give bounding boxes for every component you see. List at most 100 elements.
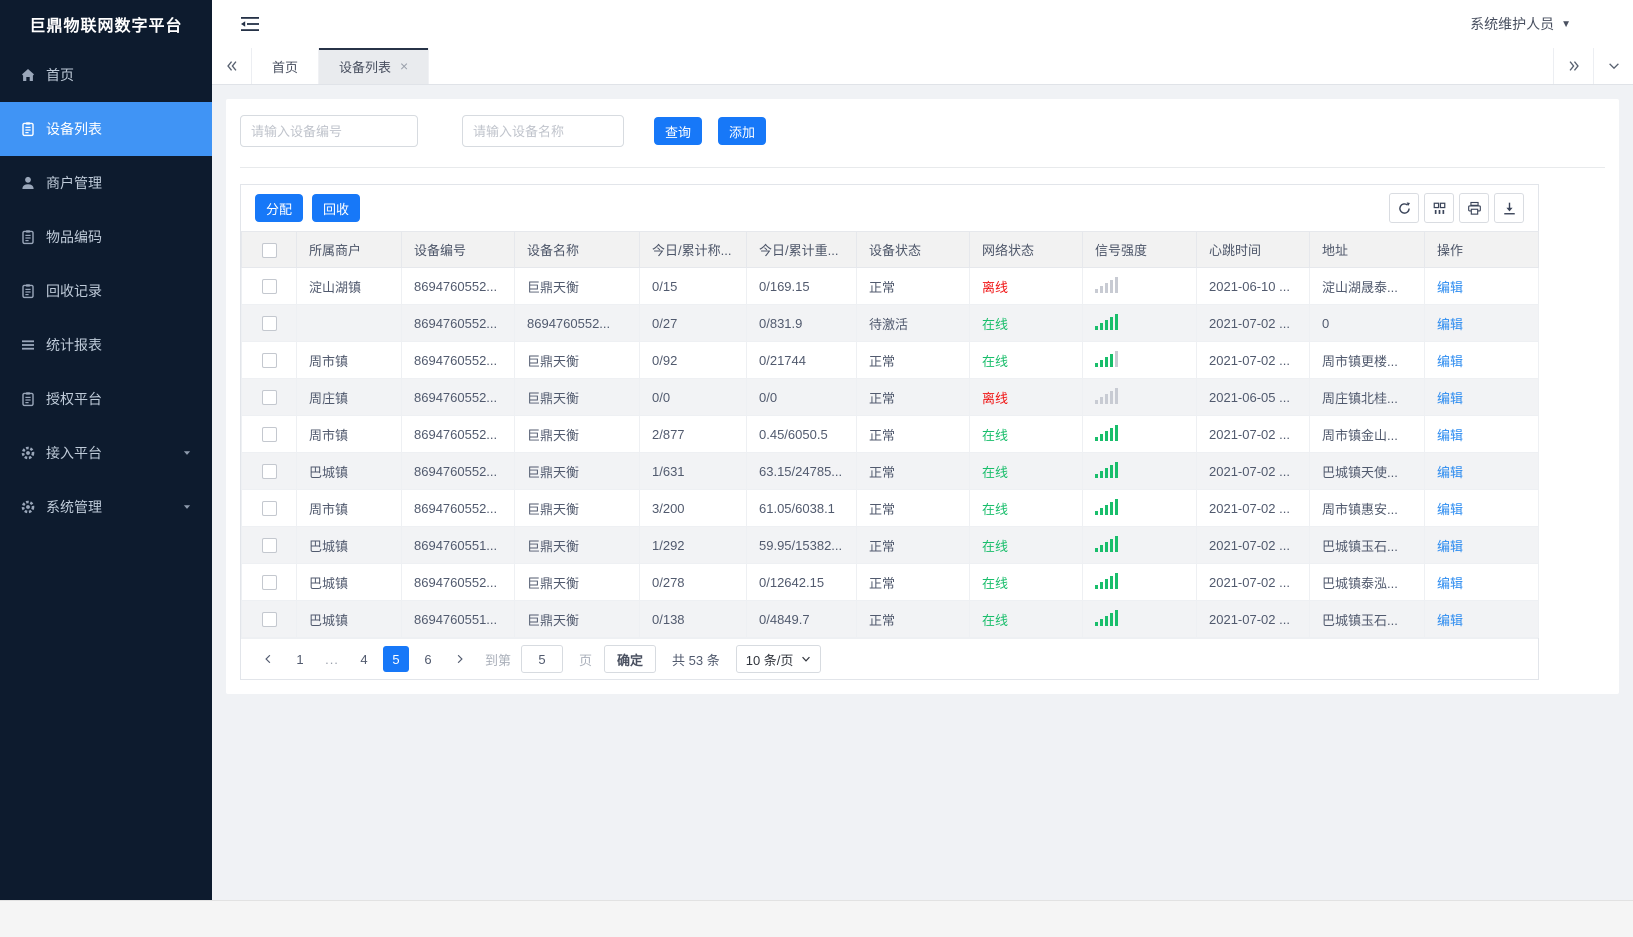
- horizontal-scrollbar[interactable]: [0, 900, 1633, 937]
- tab[interactable]: 首页: [252, 48, 320, 84]
- sidebar-nav: 首页 设备列表 商户管理 物品编码 回收记录 统计报表 授权平台 接入平台 系统管理: [0, 48, 212, 900]
- refresh-button[interactable]: [1389, 193, 1419, 223]
- row-checkbox[interactable]: [261, 390, 277, 406]
- row-checkbox[interactable]: [261, 612, 277, 628]
- sidebar-item[interactable]: 系统管理: [0, 480, 212, 534]
- sidebar-item[interactable]: 回收记录: [0, 264, 212, 318]
- tabs-scroll-left-button[interactable]: [212, 48, 252, 84]
- row-checkbox[interactable]: [261, 427, 277, 443]
- cell-device-code: 8694760551...: [401, 526, 515, 564]
- add-button[interactable]: 添加: [718, 117, 767, 145]
- cell-device-name: 巨鼎天衡: [514, 526, 640, 564]
- sidebar-item[interactable]: 设备列表: [0, 102, 212, 156]
- sidebar-item[interactable]: 物品编码: [0, 210, 212, 264]
- cell-heartbeat: 2021-06-05 ...: [1196, 378, 1310, 416]
- cell-today-weight: 0/12642.15: [746, 563, 857, 601]
- table-body: 淀山湖镇 8694760552... 巨鼎天衡 0/15 0/169.15 正常 离线 202…: [241, 267, 1539, 638]
- edit-link[interactable]: 编辑: [1437, 316, 1464, 332]
- edit-link[interactable]: 编辑: [1437, 464, 1464, 480]
- edit-link[interactable]: 编辑: [1437, 501, 1464, 517]
- page-number[interactable]: 4: [360, 651, 368, 667]
- edit-link[interactable]: 编辑: [1437, 538, 1464, 554]
- cell-merchant: [296, 304, 402, 342]
- cell-device-status: 正常: [856, 489, 970, 527]
- signal-bars-icon: [1095, 535, 1118, 552]
- select-all-checkbox[interactable]: [261, 242, 277, 258]
- signal-bars-icon: [1095, 276, 1118, 293]
- goto-confirm-button[interactable]: 确定: [604, 645, 657, 673]
- print-button[interactable]: [1459, 193, 1489, 223]
- cell-heartbeat: 2021-07-02 ...: [1196, 415, 1310, 453]
- sidebar-item[interactable]: 商户管理: [0, 156, 212, 210]
- cell-merchant: 周庄镇: [296, 378, 402, 416]
- row-checkbox[interactable]: [261, 575, 277, 591]
- row-checkbox[interactable]: [261, 279, 277, 295]
- edit-link[interactable]: 编辑: [1437, 575, 1464, 591]
- cell-network-status: 离线: [969, 267, 1083, 305]
- prev-page-button[interactable]: [255, 646, 281, 672]
- column-header: 今日/累计重...: [746, 231, 857, 268]
- next-page-button[interactable]: [447, 646, 473, 672]
- table-row: 周市镇 8694760552... 巨鼎天衡 2/877 0.45/6050.5 正常 在线…: [241, 415, 1539, 453]
- tab[interactable]: 设备列表 ×: [319, 48, 430, 84]
- table-row: 周市镇 8694760552... 巨鼎天衡 3/200 61.05/6038.1 正常在…: [241, 489, 1539, 527]
- row-checkbox[interactable]: [261, 353, 277, 369]
- page-size-select[interactable]: 10 条/页: [735, 645, 822, 673]
- recycle-button[interactable]: 回收: [312, 194, 361, 222]
- page-number[interactable]: 1: [296, 651, 304, 667]
- device-table-panel: 分配 回收 所属商户 设备编号 设备名称 今日/累计称... 今日/累计重... 设备状态…: [240, 184, 1539, 680]
- signal-bars-icon: [1095, 498, 1118, 515]
- close-icon[interactable]: ×: [400, 58, 409, 74]
- cell-network-status: 在线: [969, 415, 1083, 453]
- tabs-menu-button[interactable]: [1593, 48, 1633, 84]
- user-menu[interactable]: 系统维护人员 ▼: [1470, 14, 1571, 34]
- chevron-down-icon: [182, 502, 192, 512]
- table-row: 巴城镇 8694760551... 巨鼎天衡 1/292 59.95/15382... 正…: [241, 526, 1539, 564]
- device-code-input[interactable]: [240, 115, 418, 147]
- edit-link[interactable]: 编辑: [1437, 279, 1464, 295]
- sidebar-item[interactable]: 授权平台: [0, 372, 212, 426]
- query-button[interactable]: 查询: [654, 117, 703, 145]
- goto-page-input[interactable]: [521, 645, 564, 673]
- edit-link[interactable]: 编辑: [1437, 353, 1464, 369]
- clipboard-icon: [20, 391, 36, 407]
- columns-button[interactable]: [1424, 193, 1454, 223]
- page-number[interactable]: 5: [383, 646, 409, 672]
- cell-address: 周市镇更楼...: [1309, 341, 1425, 379]
- cell-address: 巴城镇天使...: [1309, 452, 1425, 490]
- row-checkbox[interactable]: [261, 501, 277, 517]
- row-checkbox[interactable]: [261, 316, 277, 332]
- cell-device-status: 正常: [856, 267, 970, 305]
- table-row: 巴城镇 8694760551... 巨鼎天衡 0/138 0/4849.7 正常 在线 202…: [241, 600, 1539, 638]
- device-name-input[interactable]: [462, 115, 624, 147]
- assign-button[interactable]: 分配: [255, 194, 304, 222]
- download-button[interactable]: [1494, 193, 1524, 223]
- row-checkbox[interactable]: [261, 464, 277, 480]
- cell-network-status: 在线: [969, 304, 1083, 342]
- cell-device-code: 8694760552...: [401, 563, 515, 601]
- cell-device-code: 8694760552...: [401, 378, 515, 416]
- sidebar-item[interactable]: 首页: [0, 48, 212, 102]
- tabs-scroll-right-button[interactable]: [1553, 48, 1593, 84]
- edit-link[interactable]: 编辑: [1437, 612, 1464, 628]
- signal-bars-icon: [1095, 313, 1118, 330]
- edit-link[interactable]: 编辑: [1437, 427, 1464, 443]
- signal-bars-icon: [1095, 424, 1118, 441]
- app-window: 巨鼎物联网数字平台 首页 设备列表 商户管理 物品编码 回收记录 统计报表 授权平台 接入平台…: [0, 0, 1633, 900]
- sidebar-item[interactable]: 接入平台: [0, 426, 212, 480]
- page-number[interactable]: 6: [424, 651, 432, 667]
- sidebar: 巨鼎物联网数字平台 首页 设备列表 商户管理 物品编码 回收记录 统计报表 授权平台 接入平台…: [0, 0, 212, 900]
- download-icon: [1502, 201, 1517, 216]
- row-checkbox[interactable]: [261, 538, 277, 554]
- edit-link[interactable]: 编辑: [1437, 390, 1464, 406]
- page-ellipsis[interactable]: ...: [325, 651, 339, 667]
- chevron-down-icon: [182, 448, 192, 458]
- print-icon: [1467, 201, 1482, 216]
- clipboard-icon: [20, 283, 36, 299]
- cell-address: 淀山湖晟泰...: [1309, 267, 1425, 305]
- table-header-row: 所属商户 设备编号 设备名称 今日/累计称... 今日/累计重... 设备状态 网络状态 信号…: [241, 231, 1539, 268]
- sidebar-item[interactable]: 统计报表: [0, 318, 212, 372]
- gear-icon: [20, 445, 36, 461]
- sidebar-toggle-icon[interactable]: [240, 15, 260, 33]
- cell-address: 0: [1309, 304, 1425, 342]
